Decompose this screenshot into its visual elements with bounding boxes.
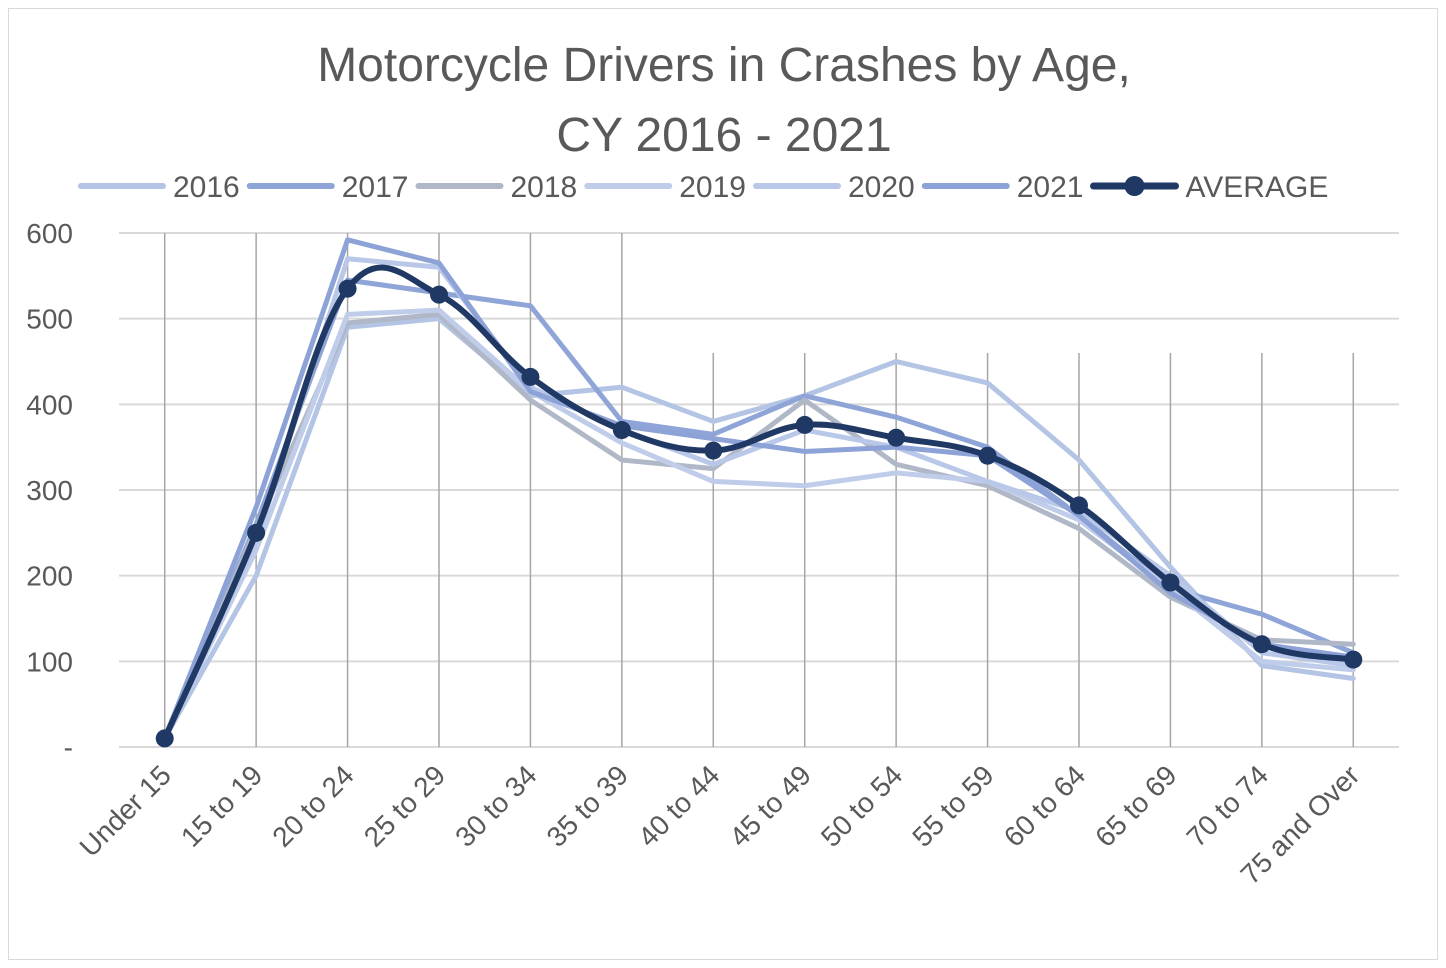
x-tick-label: 60 to 64 xyxy=(998,759,1091,852)
legend-label: 2016 xyxy=(173,171,240,204)
legend-label: 2017 xyxy=(342,171,409,204)
data-point-average xyxy=(612,421,631,440)
x-tick-label: 15 to 19 xyxy=(175,759,268,852)
y-tick-label: 100 xyxy=(26,646,73,677)
legend-item-2019: 2019 xyxy=(584,171,746,204)
legend: 2016 2017 2018 2019 2020 2021 AVERAGE xyxy=(78,171,1329,204)
data-point-average xyxy=(978,446,997,465)
legend-marker xyxy=(1124,176,1145,196)
series-2018 xyxy=(162,311,1356,741)
data-point-average xyxy=(1070,496,1088,515)
legend-label: AVERAGE xyxy=(1186,171,1329,204)
legend-item-2018: 2018 xyxy=(415,171,578,204)
data-point-average xyxy=(795,415,814,434)
data-point-average xyxy=(155,729,174,748)
y-tick-label: 600 xyxy=(26,218,73,249)
series-lines xyxy=(155,237,1363,748)
data-point-average xyxy=(1161,573,1180,592)
data-point-average xyxy=(1252,635,1271,654)
series-2017 xyxy=(162,277,1356,741)
series-2019 xyxy=(162,307,1356,741)
legend-item-average: AVERAGE xyxy=(1090,171,1329,204)
data-point-average xyxy=(521,367,540,386)
y-tick-label: 300 xyxy=(26,475,73,506)
y-tick-label: - xyxy=(64,732,73,763)
series-line-2021 xyxy=(162,237,1356,741)
legend-item-2021: 2021 xyxy=(921,171,1084,204)
data-point-average xyxy=(338,279,357,298)
x-tick-label: 50 to 54 xyxy=(815,759,908,852)
series-2016 xyxy=(162,316,1356,741)
data-point-average xyxy=(704,441,723,460)
legend-item-2017: 2017 xyxy=(246,171,409,204)
data-point-average xyxy=(887,428,906,447)
legend-label: 2020 xyxy=(848,171,915,204)
data-point-average xyxy=(430,285,448,304)
series-line-2017 xyxy=(162,277,1356,741)
data-point-average xyxy=(247,523,266,542)
series-2021 xyxy=(162,237,1356,741)
chart-title-line-2: CY 2016 - 2021 xyxy=(556,109,891,162)
x-tick-label: 35 to 39 xyxy=(541,759,634,852)
series-line-2016 xyxy=(162,316,1356,741)
chart-frame: Motorcycle Drivers in Crashes by Age, CY… xyxy=(8,8,1438,960)
x-tick-label: 70 to 74 xyxy=(1181,759,1274,852)
x-tick-label: 55 to 59 xyxy=(906,759,999,852)
legend-item-2016: 2016 xyxy=(78,171,240,204)
x-tick-label: 65 to 69 xyxy=(1089,759,1182,852)
gridlines xyxy=(119,232,1399,748)
series-line-2019 xyxy=(162,307,1356,741)
data-point-average xyxy=(1344,650,1363,669)
series-line-2018 xyxy=(162,311,1356,741)
y-tick-label: 500 xyxy=(26,304,73,335)
legend-item-2020: 2020 xyxy=(753,171,915,204)
y-tick-label: 200 xyxy=(26,561,73,592)
x-tick-label: 45 to 49 xyxy=(723,759,816,852)
line-chart: Motorcycle Drivers in Crashes by Age, CY… xyxy=(26,39,1399,890)
x-tick-label: Under 15 xyxy=(74,759,177,862)
x-tick-label: 30 to 34 xyxy=(449,759,542,852)
y-axis: - 100 200 300 400 500 600 xyxy=(26,218,73,763)
chart-title-line-1: Motorcycle Drivers in Crashes by Age, xyxy=(317,39,1131,92)
x-tick-label: 20 to 24 xyxy=(266,759,359,852)
y-tick-label: 400 xyxy=(26,389,73,420)
x-tick-label: 40 to 44 xyxy=(632,759,725,852)
legend-label: 2018 xyxy=(511,171,578,204)
legend-label: 2021 xyxy=(1017,171,1084,204)
series-average xyxy=(155,264,1363,748)
x-tick-label: 25 to 29 xyxy=(358,759,451,852)
chart-title: Motorcycle Drivers in Crashes by Age, CY… xyxy=(317,39,1131,162)
legend-label: 2019 xyxy=(679,171,746,204)
